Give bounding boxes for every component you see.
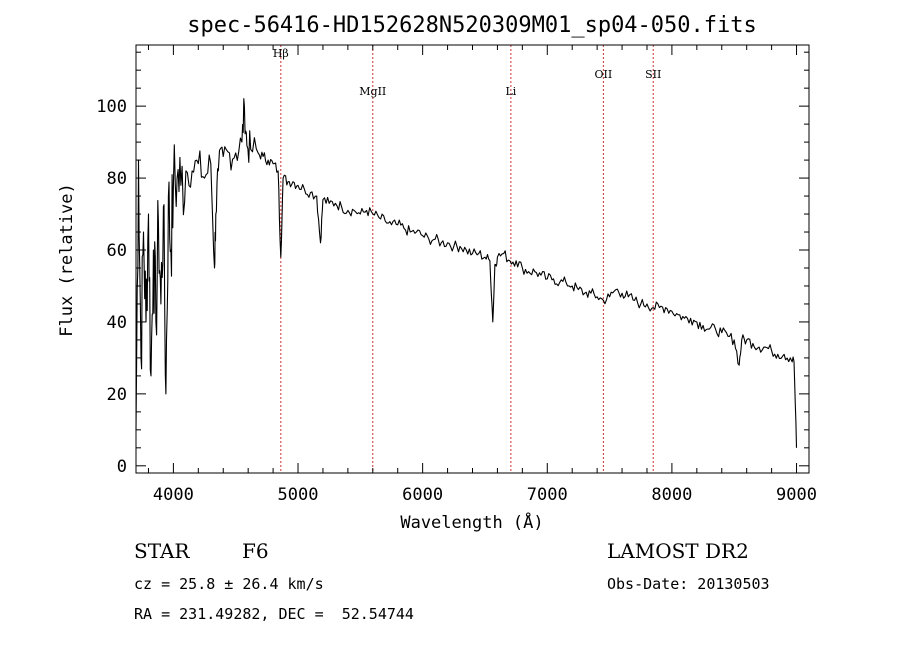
ra-dec-coordinates: RA = 231.49282, DEC = 52.54744 (134, 605, 414, 623)
survey-name: LAMOST DR2 (607, 539, 749, 563)
y-tick-label: 20 (107, 385, 127, 405)
line-marker-label: Hβ (273, 47, 289, 60)
redshift-velocity: cz = 25.8 ± 26.4 km/s (134, 575, 324, 593)
line-marker-label: SII (645, 68, 661, 81)
emission-line-markers: Hβ MgII Li OII SII (273, 45, 661, 473)
x-tick-label: 9000 (776, 485, 817, 505)
y-tick-label: 60 (107, 241, 127, 261)
line-marker-label: OII (595, 68, 613, 81)
spectrum-line (135, 98, 798, 448)
x-tick-label: 6000 (402, 485, 443, 505)
x-tick-label: 4000 (153, 485, 194, 505)
y-tick-label: 0 (117, 457, 127, 477)
line-marker-label: MgII (359, 85, 386, 98)
object-class: STAR (134, 539, 190, 563)
axis-ticks: 4000 5000 6000 7000 8000 9000 0 20 40 60 80 100 (96, 45, 817, 505)
y-axis-label: Flux (relative) (57, 183, 77, 337)
x-tick-label: 7000 (527, 485, 568, 505)
x-axis-label: Wavelength (Å) (400, 511, 543, 533)
y-tick-label: 40 (107, 313, 127, 333)
plot-frame (135, 44, 810, 474)
y-tick-label: 80 (107, 169, 127, 189)
object-subclass: F6 (242, 539, 269, 563)
x-tick-label: 8000 (651, 485, 692, 505)
y-tick-label: 100 (96, 97, 127, 117)
observation-date: Obs-Date: 20130503 (607, 575, 770, 593)
chart-title: spec-56416-HD152628N520309M01_sp04-050.f… (187, 13, 757, 38)
x-tick-label: 5000 (278, 485, 319, 505)
line-marker-label: Li (505, 85, 516, 98)
spectrum-series (135, 98, 798, 448)
